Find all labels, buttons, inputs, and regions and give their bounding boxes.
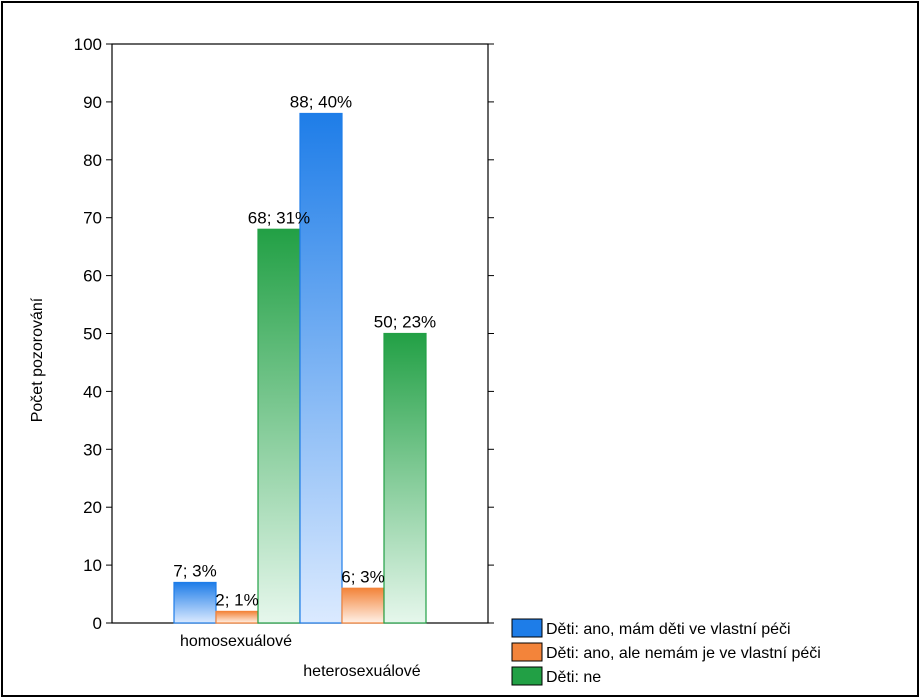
bar [341, 587, 385, 624]
data-label: 2; 1% [215, 590, 258, 609]
data-label: 7; 3% [173, 561, 216, 580]
legend-swatch [511, 666, 543, 686]
legend-label: Děti: ano, mám děti ve vlastní péči [546, 621, 791, 638]
data-label: 68; 31% [248, 208, 310, 227]
legend-swatch [511, 618, 543, 638]
y-axis-label: Počet pozorování [29, 297, 46, 422]
bars [173, 112, 427, 624]
x-category-label: homosexuálové [180, 633, 292, 650]
y-tick-label: 10 [83, 556, 102, 575]
data-labels: 7; 3% 2; 1% 68; 31% 88; 40% 6; 3% 50; 23% [173, 92, 436, 609]
legend-label: Děti: ano, ale nemám je ve vlastní péči [546, 645, 821, 662]
bar [299, 112, 343, 624]
legend-label: Děti: ne [546, 669, 601, 686]
bar [215, 610, 259, 624]
y-tick-label: 70 [83, 209, 102, 228]
y-tick-label: 20 [83, 498, 102, 517]
y-tick-label: 40 [83, 382, 102, 401]
data-label: 50; 23% [374, 313, 436, 332]
data-label: 6; 3% [341, 567, 384, 586]
x-category-label: heterosexuálové [303, 663, 421, 680]
legend: Děti: ano, mám děti ve vlastní péči Děti:… [511, 618, 821, 686]
y-tick-label: 50 [83, 325, 102, 344]
y-tick-label: 90 [83, 93, 102, 112]
y-tick-label: 80 [83, 151, 102, 170]
y-tick-label: 60 [83, 267, 102, 286]
bar [173, 581, 217, 624]
y-tick-label: 100 [74, 35, 102, 54]
bar [257, 228, 301, 624]
y-tick-label: 0 [93, 614, 102, 633]
legend-swatch [511, 642, 543, 662]
y-tick-label: 30 [83, 440, 102, 459]
bar [383, 332, 427, 624]
data-label: 88; 40% [290, 92, 352, 111]
